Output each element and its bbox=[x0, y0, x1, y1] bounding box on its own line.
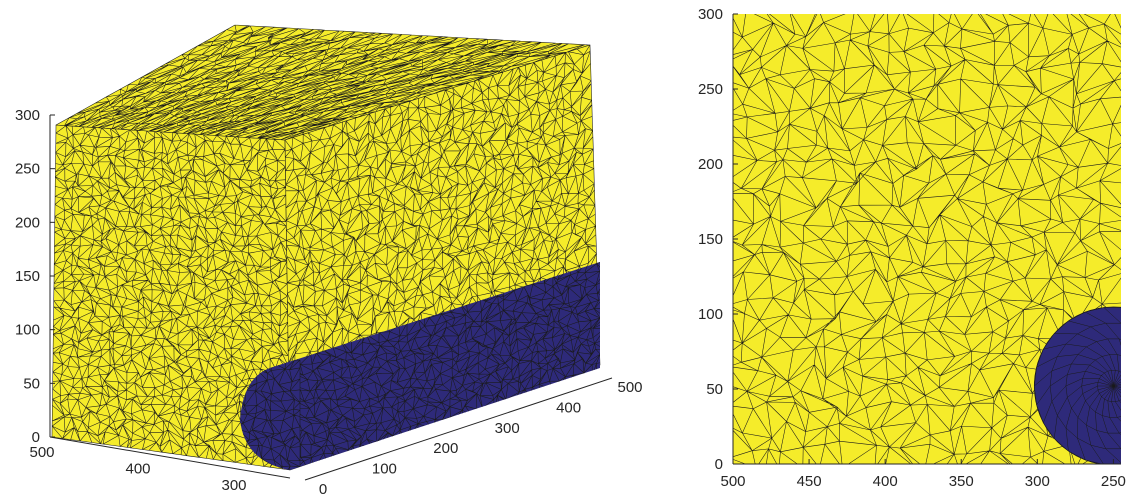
x3-tick-300: 300 bbox=[221, 477, 246, 494]
top-face-mesh bbox=[55, 24, 591, 141]
x-axis-3d: 500 400 300 bbox=[29, 436, 291, 494]
z-axis: 0 50 100 150 200 250 300 bbox=[15, 107, 55, 446]
x2-tick-500: 500 bbox=[720, 473, 745, 490]
y2-tick-150: 150 bbox=[698, 231, 723, 248]
y2-tick-250: 250 bbox=[698, 81, 723, 98]
y2-tick-100: 100 bbox=[698, 306, 723, 323]
x2-tick-300: 300 bbox=[1025, 473, 1050, 490]
circular-inclusion-2d bbox=[1033, 306, 1121, 464]
x2-tick-450: 450 bbox=[797, 473, 822, 490]
y2-tick-300: 300 bbox=[698, 6, 723, 23]
y2-tick-200: 200 bbox=[698, 156, 723, 173]
right-2d-mesh-plot: 0 50 100 150 200 250 300 500 450 400 350 300 250 bbox=[698, 6, 1126, 490]
inclusion-mesh-2d bbox=[1034, 307, 1121, 464]
x2-tick-400: 400 bbox=[873, 473, 898, 490]
y3-tick-500: 500 bbox=[617, 379, 642, 396]
box-front-face bbox=[51, 124, 291, 471]
z-tick-0: 0 bbox=[32, 429, 40, 446]
front-face-mesh bbox=[51, 124, 291, 471]
box-top-face bbox=[55, 24, 591, 141]
y3-tick-0: 0 bbox=[319, 481, 327, 498]
z-tick-100: 100 bbox=[15, 322, 40, 339]
y2-tick-0: 0 bbox=[715, 456, 723, 473]
x3-tick-500: 500 bbox=[29, 444, 54, 461]
y3-tick-100: 100 bbox=[372, 461, 397, 478]
matrix-mesh-2d bbox=[733, 14, 1121, 464]
z-tick-300: 300 bbox=[15, 107, 40, 124]
x3-tick-400: 400 bbox=[125, 460, 150, 477]
left-3d-mesh-plot: 0 50 100 150 200 250 300 500 400 300 0 100 200 300 4… bbox=[15, 24, 643, 498]
cylindrical-inclusion-3d bbox=[240, 262, 600, 470]
y3-tick-200: 200 bbox=[433, 440, 458, 457]
mesh-edges-2d bbox=[733, 14, 1121, 464]
z-tick-200: 200 bbox=[15, 214, 40, 231]
x-axis-2d: 500 450 400 350 300 250 bbox=[720, 459, 1126, 490]
z-tick-150: 150 bbox=[15, 268, 40, 285]
y2-tick-50: 50 bbox=[706, 381, 723, 398]
z-tick-50: 50 bbox=[23, 375, 40, 392]
z-tick-250: 250 bbox=[15, 161, 40, 178]
y-axis-2d: 0 50 100 150 200 250 300 bbox=[698, 6, 738, 473]
x2-tick-350: 350 bbox=[949, 473, 974, 490]
x2-tick-250: 250 bbox=[1101, 473, 1126, 490]
y-axis-3d: 0 100 200 300 400 500 bbox=[304, 377, 643, 498]
y3-tick-300: 300 bbox=[495, 420, 520, 437]
y3-tick-400: 400 bbox=[556, 399, 581, 416]
